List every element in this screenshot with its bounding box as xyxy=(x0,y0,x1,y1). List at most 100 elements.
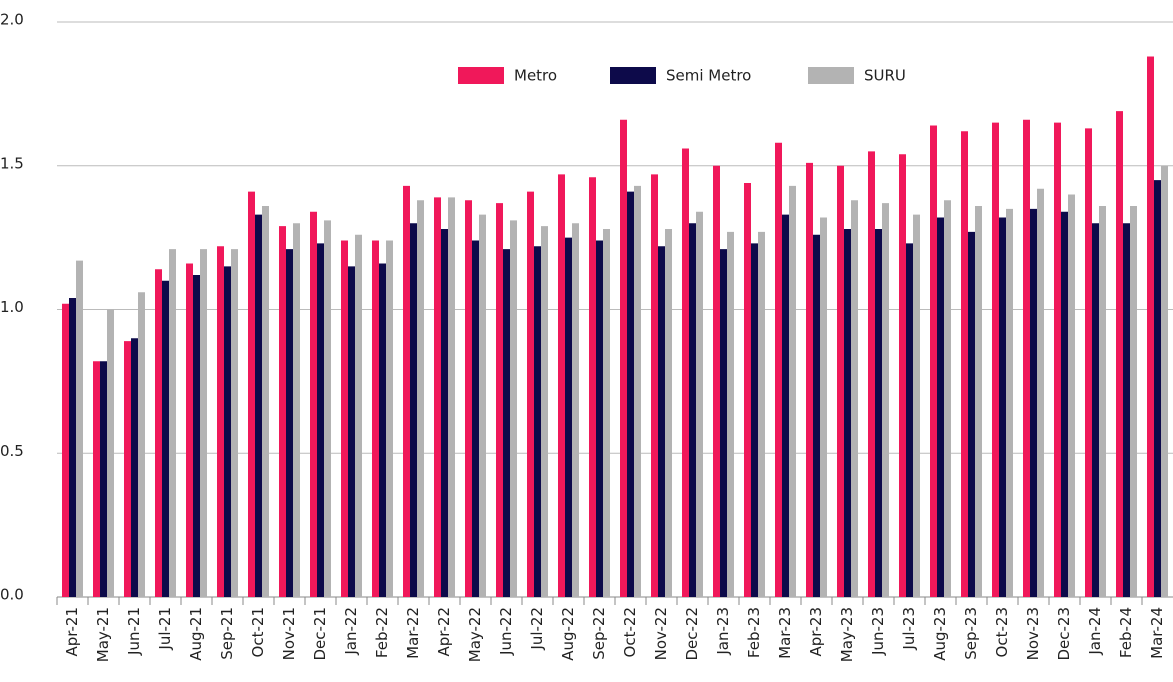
bar xyxy=(875,229,882,597)
bar xyxy=(541,226,548,597)
x-tick-label: May-22 xyxy=(466,607,484,662)
x-tick-label: Jul-22 xyxy=(528,607,546,651)
bar xyxy=(76,260,83,597)
bar xyxy=(992,122,999,597)
bar xyxy=(868,151,875,597)
x-tick-label: Jan-22 xyxy=(342,607,360,656)
bar xyxy=(806,162,813,597)
bar xyxy=(479,214,486,597)
bar xyxy=(441,229,448,597)
bar xyxy=(310,211,317,597)
x-tick-label: Dec-23 xyxy=(1055,607,1073,661)
bar xyxy=(961,131,968,597)
bar xyxy=(620,119,627,597)
bar xyxy=(968,231,975,597)
bar xyxy=(1099,206,1106,597)
bar xyxy=(355,234,362,597)
bar xyxy=(503,249,510,597)
legend-label: SURU xyxy=(864,67,906,85)
bar xyxy=(62,303,69,597)
bar xyxy=(565,237,572,597)
bar xyxy=(837,165,844,597)
bar xyxy=(186,263,193,597)
x-tick-label: Jun-23 xyxy=(869,607,887,656)
bar xyxy=(682,148,689,597)
x-tick-label: Aug-21 xyxy=(187,607,205,661)
x-tick-label: Aug-22 xyxy=(559,607,577,661)
bar xyxy=(930,125,937,597)
x-tick-label: Aug-23 xyxy=(931,607,949,661)
bar xyxy=(193,275,200,597)
y-tick-label: 2.0 xyxy=(0,11,24,29)
y-tick-label: 0.0 xyxy=(0,586,24,604)
bar xyxy=(1061,211,1068,597)
bar xyxy=(596,240,603,597)
bar xyxy=(1068,194,1075,597)
x-tick-label: Oct-23 xyxy=(993,607,1011,657)
bar xyxy=(1154,180,1161,597)
bar xyxy=(1023,119,1030,597)
bar xyxy=(899,154,906,597)
x-tick-label: Jan-23 xyxy=(714,607,732,656)
x-tick-label: Apr-23 xyxy=(807,607,825,657)
bar xyxy=(224,266,231,597)
bar xyxy=(472,240,479,597)
x-tick-label: Oct-22 xyxy=(621,607,639,657)
bar xyxy=(789,185,796,597)
x-tick-label: Jan-24 xyxy=(1086,607,1104,656)
bar xyxy=(851,200,858,597)
bar xyxy=(906,243,913,597)
bar xyxy=(465,200,472,597)
bar xyxy=(107,309,114,597)
bar xyxy=(758,231,765,597)
x-tick-label: Dec-22 xyxy=(683,607,701,661)
bar xyxy=(727,231,734,597)
x-tick-label: May-23 xyxy=(838,607,856,662)
x-tick-label: Jul-21 xyxy=(156,607,174,651)
bar xyxy=(1130,206,1137,597)
bar xyxy=(944,200,951,597)
bar xyxy=(689,223,696,597)
x-tick-label: Nov-23 xyxy=(1024,607,1042,660)
bar xyxy=(162,280,169,597)
x-tick-label: Mar-24 xyxy=(1148,607,1166,659)
bar xyxy=(558,174,565,597)
x-tick-label: Jun-21 xyxy=(125,607,143,656)
bar xyxy=(589,177,596,597)
x-tick-label: Sep-21 xyxy=(218,607,236,660)
x-tick-label: Mar-22 xyxy=(404,607,422,659)
bar xyxy=(138,292,145,597)
bar xyxy=(293,223,300,597)
bar xyxy=(696,211,703,597)
bar xyxy=(1037,188,1044,597)
bar xyxy=(1006,208,1013,597)
x-tick-label: Nov-22 xyxy=(652,607,670,660)
x-tick-label: Feb-22 xyxy=(373,607,391,658)
bar xyxy=(1085,128,1092,597)
bar xyxy=(434,197,441,597)
y-tick-label: 1.5 xyxy=(0,154,24,172)
bar xyxy=(255,214,262,597)
bar xyxy=(124,341,131,597)
bar xyxy=(751,243,758,597)
bar xyxy=(1161,165,1168,597)
bar xyxy=(627,191,634,597)
bar xyxy=(248,191,255,597)
bar xyxy=(372,240,379,597)
legend-swatch xyxy=(808,67,854,84)
bar xyxy=(1030,208,1037,597)
bar xyxy=(844,229,851,597)
bar xyxy=(510,220,517,597)
bar xyxy=(217,246,224,597)
bar xyxy=(286,249,293,597)
bar xyxy=(231,249,238,597)
x-tick-label: Jul-23 xyxy=(900,607,918,651)
bar xyxy=(93,361,100,597)
bar xyxy=(782,214,789,597)
bar xyxy=(1147,56,1154,597)
x-tick-label: Apr-21 xyxy=(63,607,81,657)
bar xyxy=(69,298,76,597)
bar xyxy=(448,197,455,597)
bar xyxy=(603,229,610,597)
